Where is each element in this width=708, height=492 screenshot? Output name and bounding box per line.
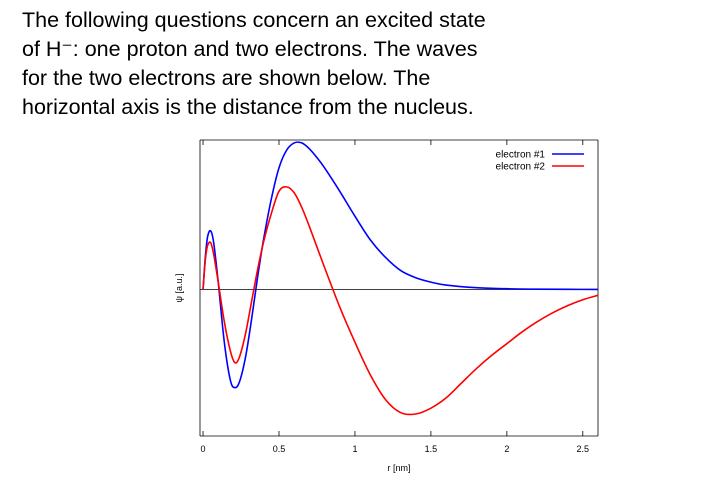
question-text: The following questions concern an excit… [22,6,702,122]
question-line: horizontal axis is the distance from the… [22,95,474,119]
x-tick-label: 2.5 [577,444,590,454]
question-line: for the two electrons are shown below. T… [22,66,431,90]
series-layer [202,141,599,416]
legend-label: electron #1 [496,150,546,161]
x-tick-label: 1 [352,444,357,454]
series-line-electron-1 [202,141,599,389]
x-tick-label: 2 [504,444,509,454]
y-axis-label: ψ [a.u.] [174,274,184,303]
legend-label: electron #2 [496,162,546,173]
question-line: The following questions concern an excit… [22,8,486,32]
series-line-electron-2 [202,186,599,416]
x-tick-label: 0.5 [273,444,286,454]
question-line: of H⁻: one proton and two electrons. The… [22,37,478,61]
wavefunction-chart: 0 0.5 1 1.5 2 2.5 r [nm] ψ [a.u.] electron #1… [174,139,599,473]
x-ticks: 0 0.5 1 1.5 2 2.5 [201,140,590,454]
plot-frame [199,139,599,437]
x-tick-label: 0 [201,444,206,454]
x-tick-label: 1.5 [425,444,438,454]
x-axis-label: r [nm] [387,463,410,473]
